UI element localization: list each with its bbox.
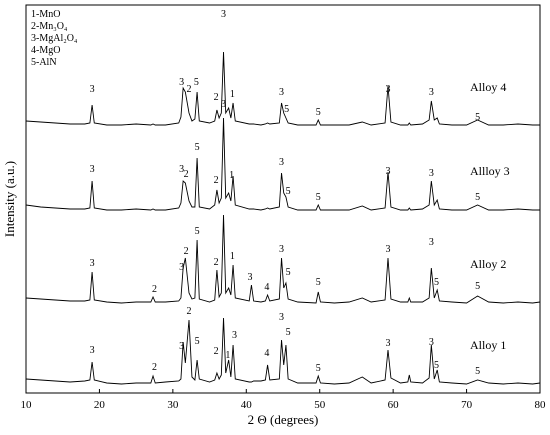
spectrum-line — [25, 51, 540, 126]
x-tick-label: 50 — [314, 399, 326, 411]
peak-label: 3 — [232, 330, 237, 341]
legend-entry: 3-MgAl₂O₄ — [31, 33, 78, 44]
peak-label: 5 — [434, 360, 439, 371]
peak-label: 5 — [286, 186, 291, 197]
peak-label: 1 — [230, 89, 235, 100]
peak-label: 3 — [279, 244, 284, 255]
peak-label: 5 — [475, 281, 480, 292]
x-tick-label: 60 — [388, 399, 400, 411]
peak-label: 5 — [316, 107, 321, 118]
peak-label: 3 — [221, 99, 226, 110]
peak-label: 2 — [152, 284, 157, 295]
peak-label: 2 — [214, 92, 219, 103]
peak-label: 3 — [221, 9, 226, 20]
spectrum-line — [25, 117, 540, 211]
peak-label: 5 — [195, 142, 200, 153]
peak-label: 3 — [279, 87, 284, 98]
peak-label: 3 — [386, 244, 391, 255]
peak-label: 3 — [247, 272, 252, 283]
peak-label: 3 — [429, 87, 434, 98]
peak-label: 5 — [286, 327, 291, 338]
peak-label: 5 — [194, 77, 199, 88]
peak-label: 5 — [475, 366, 480, 377]
peak-label: 1 — [230, 251, 235, 262]
series-name: Alloy 4 — [470, 80, 506, 94]
peak-label: 3 — [386, 166, 391, 177]
peak-label: 3 — [429, 237, 434, 248]
x-tick-label: 70 — [461, 399, 473, 411]
peak-label: 5 — [195, 336, 200, 347]
peak-label: 2 — [214, 175, 219, 186]
peak-label: 2 — [214, 257, 219, 268]
y-axis-title: Intensity (a.u.) — [2, 161, 17, 237]
x-tick-label: 20 — [94, 399, 106, 411]
peak-label: 2 — [187, 84, 192, 95]
peak-label: 2 — [184, 169, 189, 180]
peak-label: 3 — [179, 262, 184, 273]
legend-entry: 1-MnO — [31, 9, 60, 20]
peak-label: 5 — [434, 277, 439, 288]
x-tick-label: 80 — [535, 399, 547, 411]
peak-label: 5 — [316, 363, 321, 374]
peak-label: 2 — [187, 306, 192, 317]
plot-frame — [25, 4, 541, 394]
peak-label: 3 — [90, 345, 95, 356]
peak-label: 5 — [316, 277, 321, 288]
peak-label: 2 — [214, 346, 219, 357]
spectrum-line — [25, 214, 541, 304]
x-tick-label: 10 — [21, 399, 33, 411]
peak-label: 3 — [429, 337, 434, 348]
peak-label: 5 — [286, 267, 291, 278]
peak-label: 5 — [284, 104, 289, 115]
peak-label: 3 — [279, 312, 284, 323]
peak-label: 3 — [90, 164, 95, 175]
peak-label: 5 — [195, 226, 200, 237]
peak-label: 4 — [264, 282, 269, 293]
legend-entry: 4-MgO — [31, 45, 60, 56]
x-tick-label: 30 — [167, 399, 179, 411]
series-name: Allloy 3 — [470, 164, 510, 178]
peak-label: 3 — [179, 341, 184, 352]
peak-label: 5 — [475, 192, 480, 203]
peak-label: 3 — [386, 84, 391, 95]
peak-label: 5 — [316, 192, 321, 203]
series-name: Alloy 2 — [470, 257, 506, 271]
x-tick-label: 40 — [241, 399, 253, 411]
peak-label: 3 — [90, 258, 95, 269]
peak-label: 3 — [179, 164, 184, 175]
peak-label: 3 — [429, 168, 434, 179]
peak-label: 2 — [184, 246, 189, 257]
peak-label: 1 — [225, 350, 230, 361]
x-axis-title: 2 Θ (degrees) — [248, 412, 319, 427]
peak-label: 2 — [152, 362, 157, 373]
peak-label: 1 — [229, 170, 234, 181]
peak-label: 5 — [475, 112, 480, 123]
peak-label: 3 — [279, 157, 284, 168]
spectrum-line — [25, 317, 541, 385]
legend-entry: 5-AlN — [31, 57, 57, 68]
peak-label: 4 — [264, 348, 269, 359]
peak-label: 3 — [90, 84, 95, 95]
legend-entry: 2-Mn₃O₄ — [31, 21, 68, 32]
series-name: Alloy 1 — [470, 338, 506, 352]
peak-label: 3 — [386, 338, 391, 349]
peak-label: 3 — [179, 77, 184, 88]
